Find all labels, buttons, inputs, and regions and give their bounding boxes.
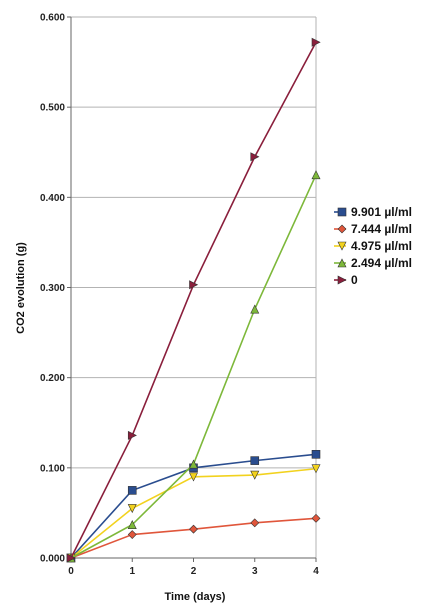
legend-marker: [337, 224, 347, 234]
data-point: [311, 464, 321, 474]
legend-entry: 7.444 µl/ml: [334, 222, 412, 236]
data-point: [189, 280, 199, 290]
legend-label: 9.901 µl/ml: [351, 205, 412, 219]
x-tick-label: 3: [252, 566, 258, 577]
x-tick-label: 2: [191, 566, 197, 577]
legend-label: 4.975 µl/ml: [351, 239, 412, 253]
legend-label: 2.494 µl/ml: [351, 256, 412, 270]
data-point: [311, 513, 321, 523]
legend: 9.901 µl/ml 7.444 µl/ml 4.975 µl/ml 2.494 µ…: [334, 205, 412, 287]
y-axis-title: CO2 evolution (g): [15, 242, 27, 334]
series-4: [66, 37, 321, 563]
y-tick-label: 0.500: [40, 103, 65, 114]
data-point: [66, 553, 76, 563]
data-point: [311, 450, 321, 459]
legend-entry: 4.975 µl/ml: [334, 239, 412, 253]
y-tick-label: 0.600: [40, 13, 65, 24]
legend-entry: 9.901 µl/ml: [334, 205, 412, 219]
data-point: [189, 459, 198, 469]
legend-label: 7.444 µl/ml: [351, 222, 412, 236]
x-tick-label: 1: [129, 566, 135, 577]
data-point: [127, 430, 137, 440]
legend-marker: [337, 275, 347, 285]
axes: [67, 16, 317, 562]
data-point: [127, 519, 137, 529]
data-point: [311, 37, 321, 47]
y-tick-label: 0.200: [40, 373, 65, 384]
legend-entry: 2.494 µl/ml: [334, 256, 412, 270]
y-tick-label: 0.000: [40, 554, 65, 565]
y-tick-label: 0.400: [40, 193, 65, 204]
series-2: [66, 464, 321, 563]
data-point: [250, 152, 260, 162]
x-tick-label: 0: [68, 566, 74, 577]
y-tick-label: 0.100: [40, 463, 65, 474]
data-point: [250, 518, 260, 528]
data-point: [250, 456, 260, 465]
x-tick-label: 4: [313, 566, 319, 577]
legend-label: 0: [351, 273, 358, 287]
series-3: [66, 170, 321, 563]
series-line: [70, 174, 317, 559]
data-point: [250, 304, 260, 314]
data-point: [311, 170, 321, 180]
x-axis-title: Time (days): [165, 591, 226, 603]
data-point: [189, 524, 198, 534]
data-point: [127, 486, 137, 495]
legend-marker: [337, 258, 347, 268]
legend-entry: 0: [334, 273, 358, 287]
series-lines: [66, 37, 321, 563]
y-tick-label: 0.300: [40, 283, 65, 294]
data-point: [189, 472, 198, 482]
legend-marker: [337, 207, 347, 217]
tick-labels: 0.000 0.100 0.200 0.300 0.400 0.500 0.600 0 1 2 3 4: [40, 13, 319, 578]
legend-marker: [337, 241, 347, 251]
data-point: [250, 470, 260, 480]
data-point: [127, 530, 137, 539]
data-point: [127, 504, 137, 514]
